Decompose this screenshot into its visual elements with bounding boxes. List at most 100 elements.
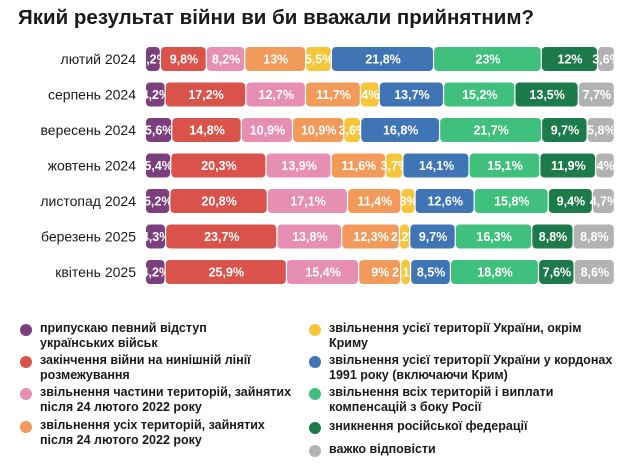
bar-value-label: 13,7% bbox=[394, 88, 429, 102]
bar-value-label: 9,4% bbox=[557, 195, 586, 209]
bar-segment bbox=[293, 118, 344, 142]
bar-segment bbox=[415, 189, 474, 213]
bar-segment bbox=[469, 153, 540, 178]
bar-value-label: 11,9% bbox=[551, 159, 586, 173]
bar-segment bbox=[587, 118, 614, 142]
bar-value-label: 16,3% bbox=[476, 230, 511, 244]
bar-value-label: 17,1% bbox=[290, 195, 325, 209]
bar-value-label: 21,8% bbox=[365, 53, 400, 67]
bar-value-label: 20,3% bbox=[201, 159, 236, 173]
bar-segment bbox=[146, 224, 165, 249]
bar-segment bbox=[146, 82, 165, 107]
bar-segment bbox=[245, 47, 306, 71]
bar-segment bbox=[146, 118, 172, 142]
bar-value-label: 8,2% bbox=[212, 53, 241, 67]
bar-segment bbox=[399, 224, 410, 249]
bar-value-label: 10,9% bbox=[301, 124, 336, 138]
bar-value-label: 20,8% bbox=[201, 195, 236, 209]
bar-segment bbox=[344, 118, 361, 142]
bar-value-label: 3,6% bbox=[592, 53, 621, 67]
bar-value-label: 9,7% bbox=[419, 230, 448, 244]
bar-value-label: 13,5% bbox=[529, 88, 564, 102]
bar-segment bbox=[548, 189, 592, 213]
row-label: квітень 2025 bbox=[55, 264, 136, 280]
bar-segment bbox=[170, 189, 267, 213]
bar-segment bbox=[266, 153, 331, 178]
bar-value-label: 25,9% bbox=[209, 266, 244, 280]
bar-value-label: 11,7% bbox=[316, 88, 351, 102]
bar-segment bbox=[386, 153, 403, 178]
bar-value-label: 5,8% bbox=[587, 124, 616, 138]
bar-value-label: 8,8% bbox=[539, 230, 568, 244]
bar-value-label: 14,8% bbox=[189, 124, 224, 138]
bar-value-label: 3,6% bbox=[339, 124, 368, 138]
bar-segment bbox=[455, 224, 532, 249]
bar-value-label: 15,8% bbox=[494, 195, 529, 209]
row-label: жовтень 2024 bbox=[48, 158, 137, 174]
bar-value-label: 8,8% bbox=[580, 230, 609, 244]
bar-segment bbox=[171, 153, 266, 178]
bar-value-label: 13% bbox=[263, 53, 288, 67]
bar-value-label: 5,5% bbox=[305, 53, 334, 67]
bar-segment bbox=[515, 82, 578, 107]
bar-segment bbox=[451, 260, 538, 284]
row-label: лютий 2024 bbox=[61, 51, 137, 67]
bar-value-label: 16,8% bbox=[383, 124, 418, 138]
bar-value-label: 11,4% bbox=[357, 195, 392, 209]
bar-segment bbox=[440, 118, 541, 142]
chart-title: Який результат війни ви би вважали прийн… bbox=[18, 6, 535, 29]
bar-segment bbox=[434, 47, 541, 71]
bar-value-label: 4,7% bbox=[590, 195, 619, 209]
bar-value-label: 7,6% bbox=[543, 266, 572, 280]
bar-value-label: 4% bbox=[361, 88, 379, 102]
bar-segment bbox=[146, 260, 165, 284]
bar-value-label: 4% bbox=[597, 159, 615, 173]
bar-segment bbox=[598, 47, 614, 71]
bar-value-label: 3% bbox=[400, 195, 418, 209]
bar-value-label: 9,8% bbox=[170, 53, 199, 67]
bar-segment bbox=[596, 153, 614, 178]
bar-segment bbox=[574, 260, 614, 284]
bar-segment bbox=[411, 260, 450, 284]
bar-segment bbox=[331, 153, 385, 178]
row-label: листопад 2024 bbox=[40, 193, 136, 209]
bar-segment bbox=[206, 47, 245, 71]
bar-segment bbox=[146, 47, 160, 71]
bar-value-label: 15,1% bbox=[487, 159, 522, 173]
bar-segment bbox=[444, 82, 515, 107]
bar-value-label: 8,5% bbox=[417, 266, 446, 280]
bar-value-label: 18,8% bbox=[477, 266, 512, 280]
bar-segment bbox=[172, 118, 241, 142]
bar-segment bbox=[165, 260, 286, 284]
bar-value-label: 23,7% bbox=[204, 230, 239, 244]
bar-value-label: 17,2% bbox=[188, 88, 223, 102]
bar-segment bbox=[287, 260, 358, 284]
bar-segment bbox=[539, 260, 574, 284]
bar-segment bbox=[361, 82, 379, 107]
bar-segment bbox=[540, 153, 596, 178]
bar-segment bbox=[166, 224, 277, 249]
bar-segment bbox=[542, 118, 587, 142]
bar-value-label: 3,2% bbox=[139, 53, 168, 67]
bar-segment bbox=[277, 224, 342, 249]
bar-segment bbox=[401, 189, 415, 213]
bar-value-label: 12% bbox=[558, 53, 583, 67]
row-label: вересень 2024 bbox=[41, 122, 137, 138]
bar-value-label: 7,7% bbox=[583, 88, 612, 102]
bar-value-label: 13,9% bbox=[281, 159, 316, 173]
bar-value-label: 12,3% bbox=[353, 230, 388, 244]
bar-value-label: 12,6% bbox=[427, 195, 462, 209]
bar-segment bbox=[578, 82, 614, 107]
row-label: березень 2025 bbox=[41, 229, 136, 245]
bar-segment bbox=[592, 189, 614, 213]
bar-value-label: 15,4% bbox=[305, 266, 340, 280]
bar-value-label: 8,6% bbox=[581, 266, 610, 280]
bar-segment bbox=[306, 47, 331, 71]
bar-value-label: 4,2% bbox=[142, 88, 171, 102]
bar-value-label: 12,7% bbox=[259, 88, 294, 102]
bar-segment bbox=[359, 260, 401, 284]
bar-segment bbox=[146, 189, 170, 213]
bar-value-label: 5,4% bbox=[144, 159, 173, 173]
bar-value-label: 11,6% bbox=[342, 159, 377, 173]
bar-segment bbox=[403, 153, 469, 178]
